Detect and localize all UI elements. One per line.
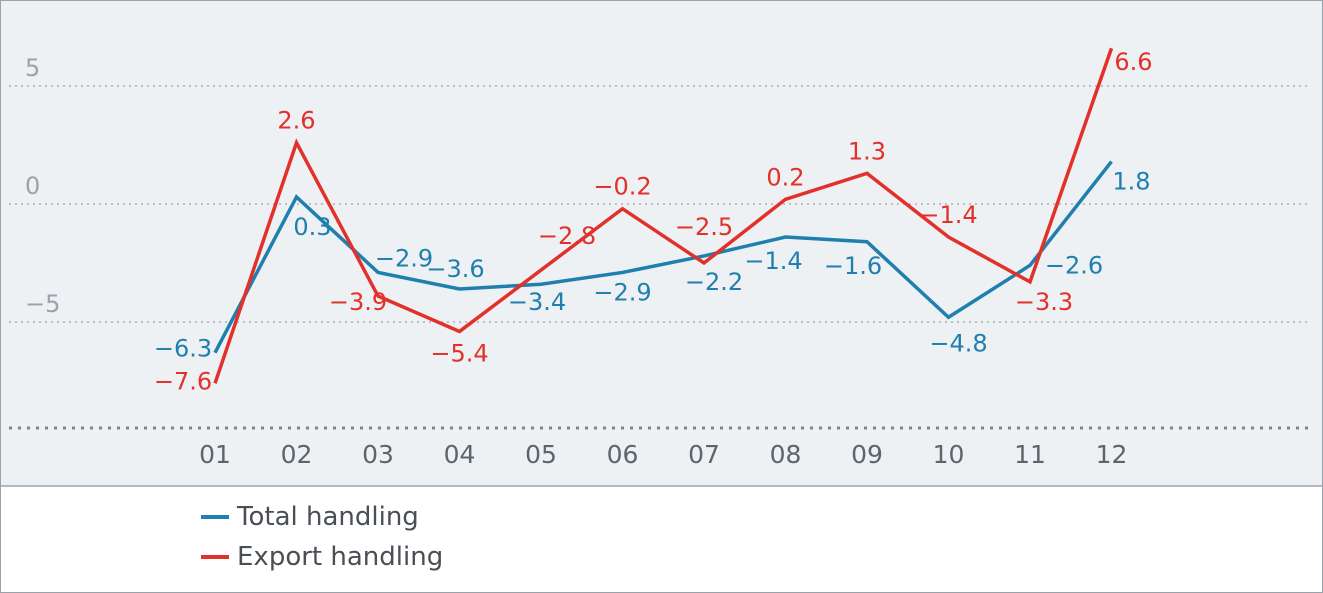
data-label: −2.8: [538, 222, 596, 250]
data-label: 2.6: [277, 107, 315, 135]
legend-label-export: Export handling: [237, 542, 444, 572]
y-tick-label: −5: [25, 290, 60, 318]
legend: Total handling Export handling: [201, 497, 443, 577]
plot-background: [1, 1, 1322, 486]
y-tick-label: 5: [25, 54, 40, 82]
data-label: −7.6: [154, 367, 212, 395]
x-tick-label: 04: [444, 440, 476, 469]
data-label: 6.6: [1114, 48, 1152, 76]
x-tick-label: 11: [1014, 440, 1046, 469]
data-label: −5.4: [430, 339, 488, 367]
data-label: 1.8: [1112, 168, 1150, 196]
data-label: −3.3: [1015, 288, 1073, 316]
legend-item-export: Export handling: [201, 537, 443, 577]
legend-swatch-total: [201, 515, 229, 519]
x-tick-label: 01: [199, 440, 231, 469]
data-label: −3.4: [508, 288, 566, 316]
series-line-export: [213, 47, 1114, 384]
data-label: −3.9: [329, 288, 387, 316]
y-tick-label: 0: [25, 172, 40, 200]
data-label: −0.2: [593, 173, 651, 201]
x-tick-label: 08: [770, 440, 802, 469]
data-label: −4.8: [929, 329, 987, 357]
data-label: −1.6: [824, 252, 882, 280]
x-tick-label: 09: [851, 440, 883, 469]
data-label: 1.3: [848, 137, 886, 165]
data-label: −2.6: [1045, 251, 1103, 279]
legend-item-total: Total handling: [201, 497, 443, 537]
x-tick-label: 05: [525, 440, 557, 469]
series-line-total: [213, 160, 1113, 354]
legend-swatch-export: [201, 555, 229, 559]
data-label: −2.2: [685, 268, 743, 296]
x-tick-label: 06: [607, 440, 639, 469]
data-label: 0.3: [293, 213, 331, 241]
x-tick-label: 10: [933, 440, 965, 469]
data-label: −1.4: [919, 201, 977, 229]
data-label: −1.4: [744, 247, 802, 275]
data-label: −2.9: [593, 278, 651, 306]
x-tick-label: 02: [281, 440, 313, 469]
x-tick-label: 12: [1096, 440, 1128, 469]
data-label: −6.3: [154, 335, 212, 363]
legend-label-total: Total handling: [237, 502, 419, 532]
x-tick-label: 03: [362, 440, 394, 469]
data-label: −2.9: [375, 244, 433, 272]
data-label: −3.6: [426, 255, 484, 283]
data-label: 0.2: [766, 163, 804, 191]
data-label: −2.5: [675, 213, 733, 241]
x-tick-label: 07: [688, 440, 720, 469]
